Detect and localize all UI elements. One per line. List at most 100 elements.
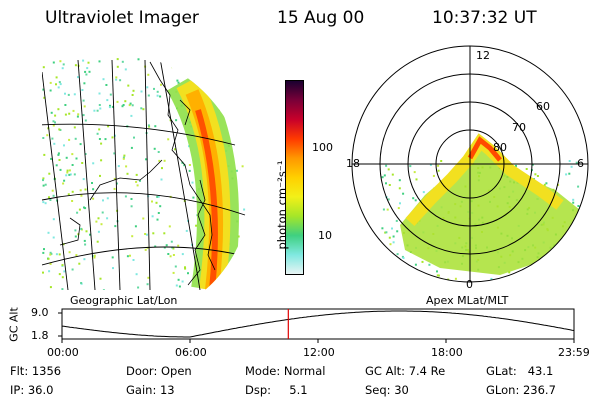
image-pixel (160, 178, 163, 181)
image-pixel (131, 235, 134, 238)
image-pixel (188, 164, 191, 166)
image-pixel (49, 89, 52, 92)
image-pixel (391, 254, 394, 257)
image-pixel (101, 211, 104, 214)
image-pixel (42, 66, 45, 69)
image-pixel (227, 144, 230, 147)
image-pixel (54, 121, 56, 124)
image-pixel (568, 160, 571, 162)
image-pixel (415, 178, 418, 181)
image-pixel (437, 274, 440, 277)
image-pixel (383, 260, 386, 263)
colorbar-unit-label: photon cm⁻²s⁻¹ (275, 160, 289, 250)
image-pixel (422, 273, 425, 276)
image-pixel (122, 157, 125, 160)
xtick-0600: 06:00 (175, 346, 207, 359)
glat-value: GLat: 43.1 (486, 364, 554, 378)
image-pixel (194, 75, 197, 78)
image-pixel (534, 173, 537, 176)
image-pixel (51, 189, 54, 192)
image-pixel (190, 125, 193, 128)
image-pixel (183, 92, 186, 95)
colorbar (285, 80, 304, 275)
image-pixel (549, 246, 552, 249)
image-pixel (49, 262, 52, 265)
image-pixel (562, 225, 564, 228)
image-pixel (74, 229, 77, 232)
image-pixel (106, 217, 109, 220)
image-pixel (85, 230, 88, 233)
image-pixel (380, 265, 383, 268)
image-pixel (474, 244, 477, 247)
mlt-label-12: 12 (476, 49, 490, 62)
xtick-1200: 12:00 (303, 346, 335, 359)
image-pixel (237, 235, 240, 238)
image-pixel (99, 277, 102, 280)
image-pixel (43, 96, 46, 99)
image-pixel (237, 71, 240, 74)
image-pixel (62, 243, 65, 246)
image-pixel (387, 168, 390, 171)
image-pixel (534, 211, 536, 214)
image-pixel (84, 188, 87, 191)
image-pixel (139, 179, 141, 182)
xtick-2359: 23:59 (558, 346, 590, 359)
image-pixel (92, 188, 95, 191)
image-pixel (380, 264, 383, 267)
seq-value: Seq: 30 (365, 383, 409, 397)
image-pixel (461, 262, 463, 265)
image-pixel (536, 175, 539, 177)
image-pixel (157, 195, 160, 198)
image-pixel (200, 191, 203, 194)
image-pixel (137, 286, 140, 289)
gc-altitude-curve (61, 310, 575, 338)
glon-value: GLon: 236.7 (486, 383, 556, 397)
image-pixel (113, 152, 116, 155)
image-pixel (102, 78, 105, 81)
image-pixel (52, 218, 55, 221)
image-pixel (82, 114, 85, 117)
image-pixel (475, 260, 478, 263)
image-pixel (474, 223, 477, 226)
image-pixel (383, 282, 385, 284)
image-pixel (465, 284, 467, 286)
image-pixel (84, 243, 87, 246)
image-pixel (527, 246, 530, 249)
image-pixel (429, 163, 432, 166)
image-pixel (147, 276, 150, 279)
image-pixel (104, 138, 107, 141)
image-pixel (135, 173, 138, 176)
image-pixel (240, 78, 243, 81)
image-pixel (74, 137, 77, 140)
image-pixel (470, 236, 473, 239)
image-pixel (144, 65, 147, 68)
image-pixel (509, 180, 512, 183)
image-pixel (477, 167, 480, 170)
image-pixel (500, 255, 503, 258)
image-pixel (536, 198, 539, 200)
image-pixel (388, 236, 391, 239)
image-pixel (172, 254, 175, 256)
gc-alt-value: GC Alt: 7.4 Re (365, 364, 446, 378)
image-pixel (55, 83, 57, 86)
image-pixel (468, 217, 471, 220)
image-pixel (568, 172, 571, 175)
image-pixel (169, 195, 172, 198)
image-pixel (49, 81, 52, 84)
image-pixel (58, 253, 61, 256)
image-pixel (207, 284, 210, 287)
image-pixel (496, 161, 499, 164)
image-pixel (557, 183, 560, 186)
image-pixel (396, 230, 399, 233)
image-pixel (68, 173, 71, 176)
image-pixel (542, 241, 545, 244)
image-pixel (59, 129, 62, 131)
image-pixel (156, 94, 159, 97)
image-pixel (237, 129, 239, 132)
image-pixel (481, 166, 484, 169)
image-pixel (444, 261, 447, 264)
image-pixel (397, 207, 400, 210)
image-pixel (515, 199, 518, 201)
image-pixel (50, 111, 53, 114)
image-pixel (206, 228, 209, 231)
